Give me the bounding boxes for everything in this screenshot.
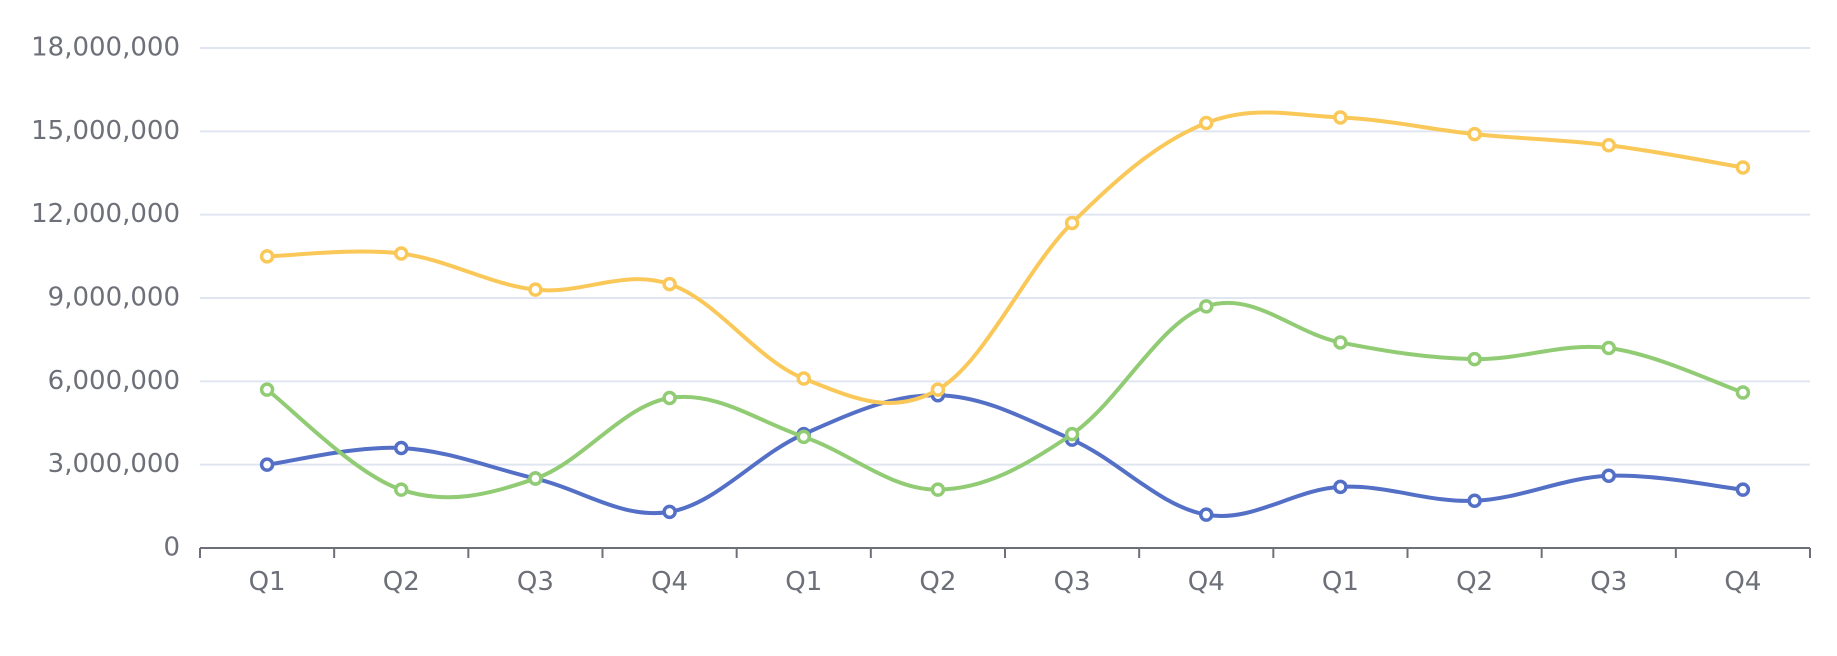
x-tick-label: Q2 [1456, 567, 1493, 597]
series-line [265, 110, 1745, 405]
data-point[interactable] [662, 276, 677, 292]
data-point[interactable] [1735, 482, 1751, 497]
x-tick-label: Q3 [1590, 567, 1627, 597]
series-line [265, 300, 1745, 500]
data-point[interactable] [1199, 299, 1214, 314]
x-axis: Q1 Q2 Q3 Q4 Q1 Q2 Q3 Q4 Q1 Q2 Q3 Q4 [199, 547, 1811, 597]
series-line [265, 393, 1745, 518]
y-tick-label: 0 [163, 533, 180, 563]
y-axis: 0 3,000,000 6,000,000 9,000,000 12,000,000 15… [31, 33, 180, 563]
data-point[interactable] [930, 482, 946, 497]
y-tick-label: 9,000,000 [48, 283, 180, 313]
data-point[interactable] [528, 471, 543, 486]
data-point[interactable] [1601, 468, 1616, 484]
data-point[interactable] [1735, 385, 1751, 400]
data-point[interactable] [662, 390, 677, 406]
x-tick-label: Q1 [1322, 567, 1359, 597]
series-3 [259, 110, 1751, 405]
data-point[interactable] [394, 246, 409, 261]
x-tick-label: Q2 [383, 567, 420, 597]
x-tick-label: Q4 [651, 567, 688, 597]
data-point[interactable] [662, 504, 677, 520]
data-point[interactable] [1064, 426, 1080, 442]
y-tick-label: 18,000,000 [31, 33, 180, 63]
x-tick-label: Q2 [919, 567, 956, 597]
data-point[interactable] [528, 282, 543, 297]
series-group [259, 110, 1751, 522]
x-tick-label: Q1 [249, 567, 286, 597]
x-tick-label: Q4 [1188, 567, 1225, 597]
data-point[interactable] [796, 371, 811, 386]
y-tick-label: 12,000,000 [31, 199, 180, 229]
data-point[interactable] [259, 382, 275, 397]
y-tick-label: 6,000,000 [48, 366, 180, 396]
data-point[interactable] [259, 457, 275, 472]
x-tick-label: Q3 [517, 567, 554, 597]
data-point[interactable] [394, 440, 409, 456]
data-point[interactable] [1735, 160, 1751, 175]
y-tick-label: 3,000,000 [48, 449, 180, 479]
data-point[interactable] [1199, 115, 1214, 131]
data-point[interactable] [1467, 493, 1482, 509]
data-point[interactable] [1064, 215, 1080, 231]
grid-lines [200, 47, 1810, 466]
data-point[interactable] [1467, 351, 1482, 367]
data-point[interactable] [1601, 137, 1616, 153]
y-tick-label: 15,000,000 [31, 116, 180, 146]
data-point[interactable] [796, 429, 811, 445]
x-tick-label: Q1 [785, 567, 822, 597]
data-point[interactable] [1333, 479, 1348, 495]
x-tick-label: Q4 [1724, 567, 1761, 597]
data-point[interactable] [1467, 126, 1482, 142]
data-point[interactable] [930, 382, 946, 397]
data-point[interactable] [1333, 335, 1348, 350]
data-point[interactable] [1601, 340, 1616, 356]
data-point[interactable] [1333, 110, 1348, 125]
data-point[interactable] [1199, 507, 1214, 522]
series-2 [259, 299, 1751, 500]
data-point[interactable] [394, 482, 409, 497]
data-point[interactable] [259, 249, 275, 264]
x-tick-label: Q3 [1054, 567, 1091, 597]
series-1 [259, 387, 1751, 522]
